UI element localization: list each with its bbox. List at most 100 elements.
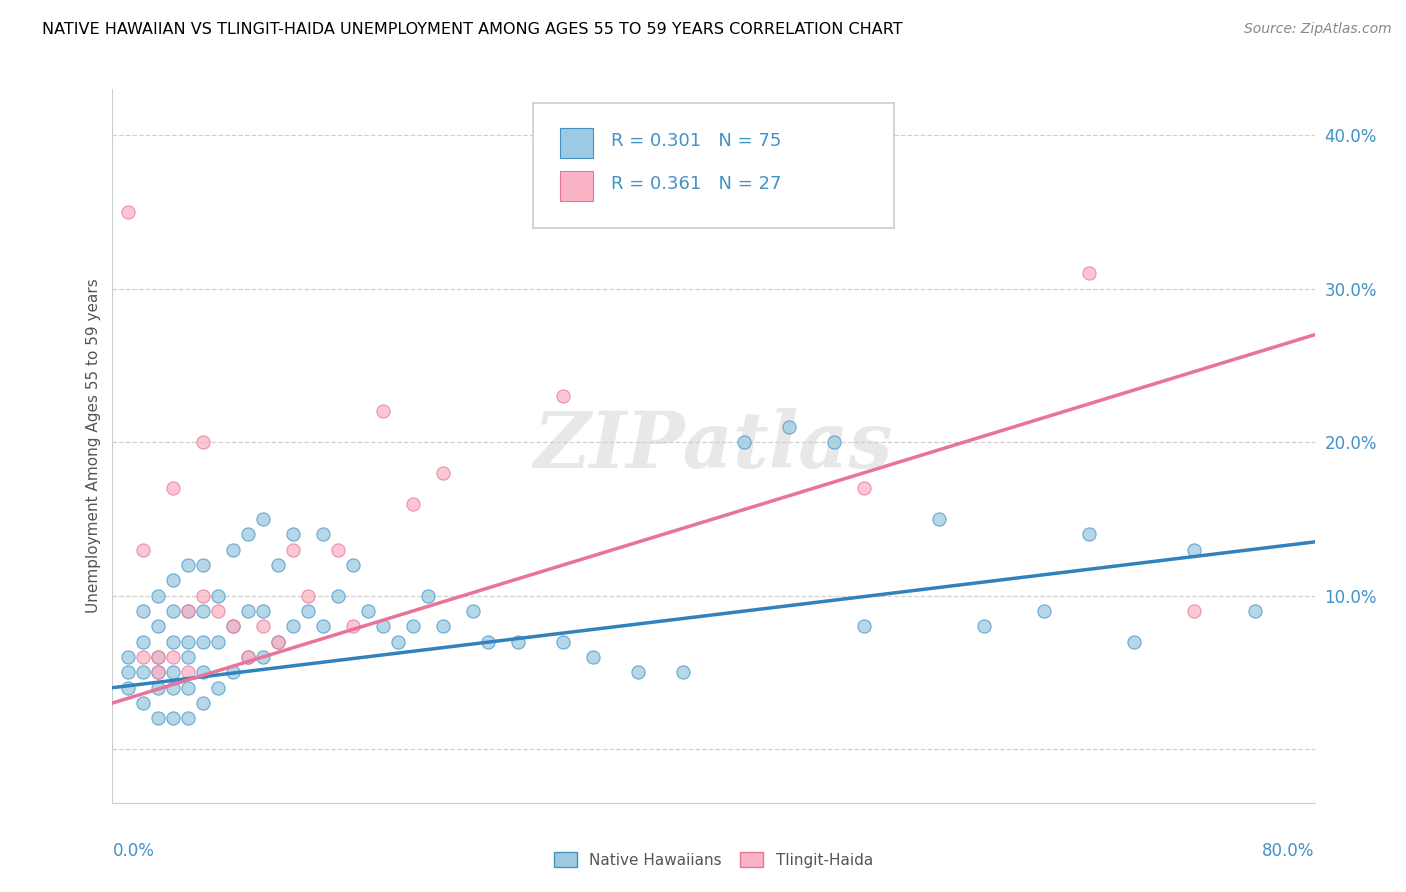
Y-axis label: Unemployment Among Ages 55 to 59 years: Unemployment Among Ages 55 to 59 years [86,278,101,614]
Point [131,696,153,710]
Point [191,435,214,450]
Point [312,619,335,633]
Point [312,527,335,541]
Point [326,589,349,603]
Point [117,681,139,695]
Point [326,542,349,557]
Point [176,558,198,572]
Point [236,604,259,618]
Point [222,665,245,680]
Point [1243,604,1265,618]
Point [852,481,875,495]
Point [267,558,290,572]
Point [162,711,184,725]
FancyBboxPatch shape [560,170,593,201]
Point [297,589,319,603]
Point [146,665,169,680]
Point [207,681,229,695]
Point [176,604,198,618]
Point [162,481,184,495]
Point [191,665,214,680]
Point [176,711,198,725]
Point [117,665,139,680]
Point [371,404,394,418]
Point [207,604,229,618]
Point [162,650,184,665]
Point [281,527,304,541]
Point [191,634,214,648]
Point [1078,266,1101,280]
Point [733,435,755,450]
Point [162,665,184,680]
Point [146,650,169,665]
Point [1033,604,1056,618]
Text: NATIVE HAWAIIAN VS TLINGIT-HAIDA UNEMPLOYMENT AMONG AGES 55 TO 59 YEARS CORRELAT: NATIVE HAWAIIAN VS TLINGIT-HAIDA UNEMPLO… [42,22,903,37]
Point [778,419,800,434]
Point [402,497,425,511]
Point [146,589,169,603]
Point [432,466,454,480]
Point [146,681,169,695]
Point [131,604,153,618]
Point [928,512,950,526]
Point [252,512,274,526]
Text: 0.0%: 0.0% [112,842,155,860]
Legend: Native Hawaiians, Tlingit-Haida: Native Hawaiians, Tlingit-Haida [548,846,879,873]
Point [357,604,380,618]
Point [553,634,575,648]
Point [176,681,198,695]
Point [146,650,169,665]
Point [553,389,575,403]
Point [146,665,169,680]
Point [207,634,229,648]
Text: R = 0.301   N = 75: R = 0.301 N = 75 [612,132,782,150]
Point [252,604,274,618]
Point [176,604,198,618]
Point [281,542,304,557]
Point [146,619,169,633]
Point [402,619,425,633]
Point [1123,634,1146,648]
Point [162,574,184,588]
Point [973,619,995,633]
Point [852,619,875,633]
Point [176,634,198,648]
Point [131,542,153,557]
Point [582,650,605,665]
Point [267,634,290,648]
Point [297,604,319,618]
Point [1078,527,1101,541]
Text: R = 0.361   N = 27: R = 0.361 N = 27 [612,175,782,193]
Text: ZIPatlas: ZIPatlas [534,408,893,484]
Point [162,634,184,648]
Point [131,650,153,665]
Point [176,650,198,665]
Point [191,604,214,618]
Point [387,634,409,648]
Point [222,619,245,633]
Point [146,711,169,725]
Point [432,619,454,633]
Point [1184,604,1206,618]
Point [823,435,845,450]
Text: Source: ZipAtlas.com: Source: ZipAtlas.com [1244,22,1392,37]
Point [416,589,439,603]
FancyBboxPatch shape [533,103,894,228]
Point [1184,542,1206,557]
Point [342,619,364,633]
Point [207,589,229,603]
Point [236,527,259,541]
Point [477,634,499,648]
Point [222,619,245,633]
Point [281,619,304,633]
Point [508,634,530,648]
Point [236,650,259,665]
Point [267,634,290,648]
Point [252,619,274,633]
Text: 80.0%: 80.0% [1263,842,1315,860]
Point [117,205,139,219]
Point [672,665,695,680]
Point [191,558,214,572]
Point [176,665,198,680]
Point [627,665,650,680]
